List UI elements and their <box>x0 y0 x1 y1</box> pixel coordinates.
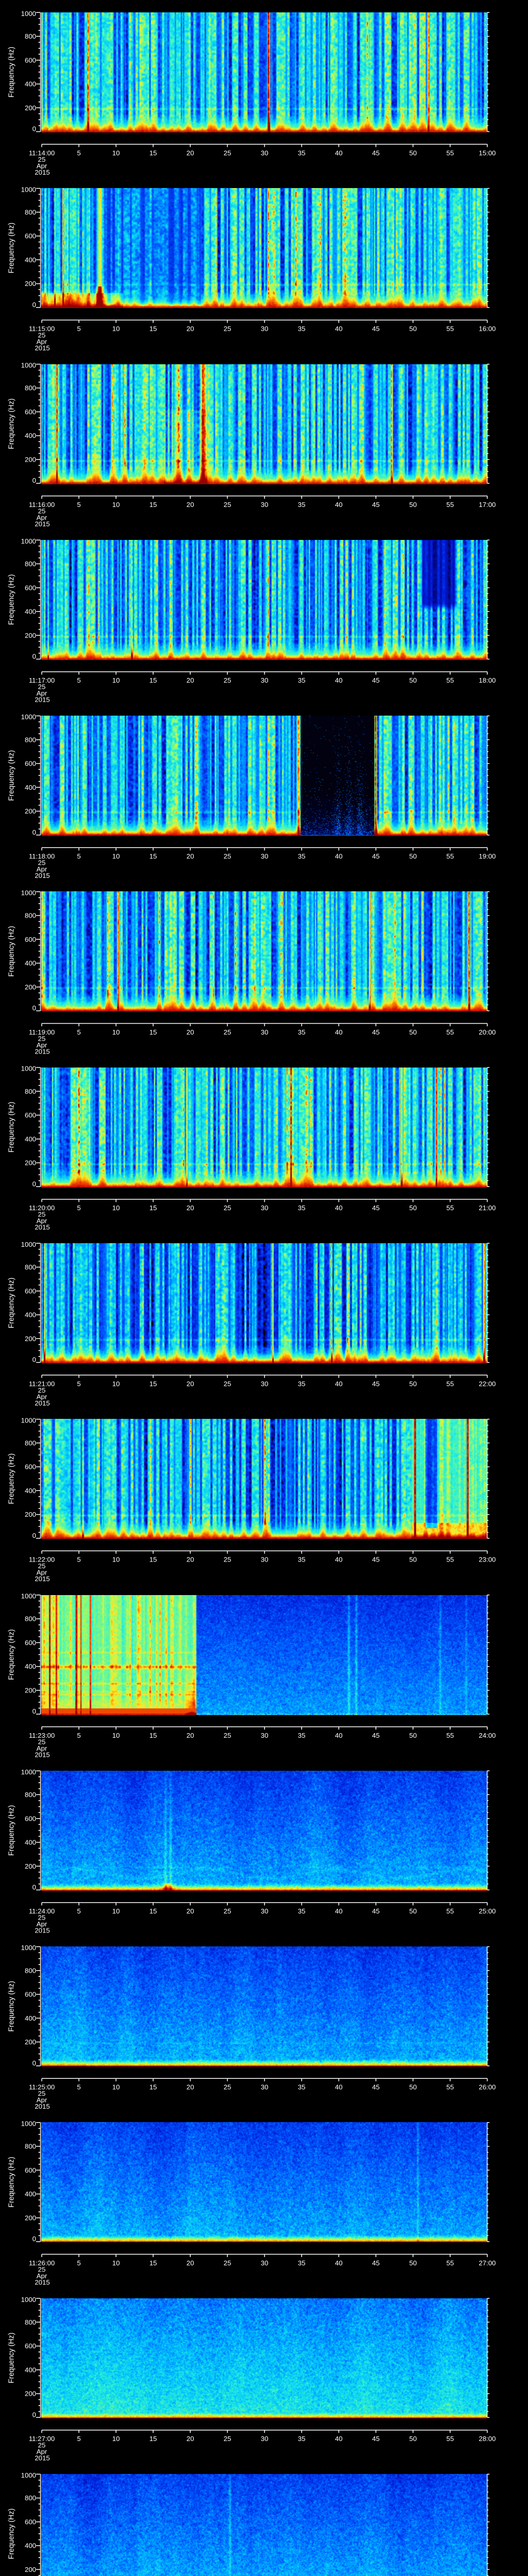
svg-text:11:22:00: 11:22:00 <box>29 1556 55 1564</box>
svg-text:18:00: 18:00 <box>478 676 496 684</box>
svg-text:27:00: 27:00 <box>478 2259 496 2267</box>
svg-text:20:00: 20:00 <box>478 1028 496 1036</box>
svg-text:11:19:00: 11:19:00 <box>29 1028 55 1036</box>
svg-text:11:23:00: 11:23:00 <box>29 1732 55 1739</box>
svg-text:17:00: 17:00 <box>478 501 496 509</box>
svg-text:16:00: 16:00 <box>478 325 496 333</box>
svg-text:11:20:00: 11:20:00 <box>29 1204 55 1212</box>
svg-text:19:00: 19:00 <box>478 853 496 860</box>
svg-text:24:00: 24:00 <box>478 1732 496 1739</box>
svg-text:11:24:00: 11:24:00 <box>29 1907 55 1915</box>
svg-text:21:00: 21:00 <box>478 1204 496 1212</box>
svg-text:11:21:00: 11:21:00 <box>29 1380 55 1387</box>
svg-text:28:00: 28:00 <box>478 2435 496 2443</box>
svg-text:26:00: 26:00 <box>478 2083 496 2091</box>
svg-text:23:00: 23:00 <box>478 1556 496 1564</box>
svg-text:22:00: 22:00 <box>478 1380 496 1387</box>
svg-text:11:27:00: 11:27:00 <box>29 2435 55 2443</box>
svg-text:11:18:00: 11:18:00 <box>29 853 55 860</box>
svg-text:11:17:00: 11:17:00 <box>29 676 55 684</box>
svg-text:15:00: 15:00 <box>478 149 496 157</box>
svg-text:11:15:00: 11:15:00 <box>29 325 55 333</box>
svg-text:11:16:00: 11:16:00 <box>29 501 55 509</box>
svg-text:25:00: 25:00 <box>478 1907 496 1915</box>
svg-text:11:14:00: 11:14:00 <box>29 149 55 157</box>
svg-text:11:25:00: 11:25:00 <box>29 2083 55 2091</box>
svg-text:11:26:00: 11:26:00 <box>29 2259 55 2267</box>
